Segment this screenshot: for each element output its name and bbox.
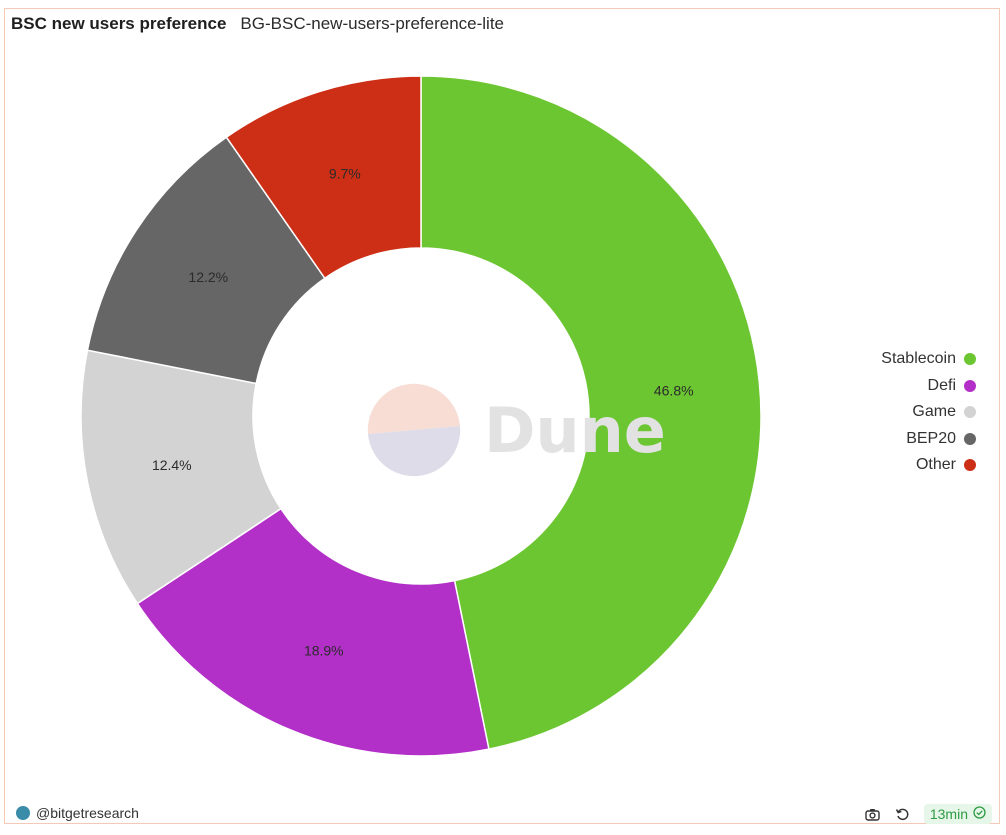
footer-actions: 13min <box>864 804 992 824</box>
legend-dot <box>964 459 976 472</box>
slice-defi[interactable] <box>136 507 490 757</box>
author-name: @bitgetresearch <box>36 805 139 821</box>
slice-label: 12.2% <box>188 269 228 285</box>
slice-label: 9.7% <box>329 166 361 182</box>
slice-label: 18.9% <box>304 643 344 659</box>
slice-label: 12.4% <box>152 457 192 473</box>
legend-dot <box>964 406 976 419</box>
legend-label: Other <box>915 456 956 474</box>
legend-label: Defi <box>927 376 956 394</box>
legend-item-bep20[interactable]: BEP20 <box>881 426 976 453</box>
slice-bep20[interactable] <box>86 136 326 385</box>
legend-dot <box>964 432 976 445</box>
legend-item-stablecoin[interactable]: Stablecoin <box>881 346 976 373</box>
chart-header: BSC new users preference BG-BSC-new-user… <box>11 14 504 34</box>
author-link[interactable]: @bitgetresearch <box>16 805 139 821</box>
legend-label: BEP20 <box>906 429 956 447</box>
camera-icon[interactable] <box>864 805 882 823</box>
legend-item-defi[interactable]: Defi <box>881 373 976 400</box>
refresh-icon[interactable] <box>894 805 912 823</box>
avatar <box>16 806 30 820</box>
check-circle-icon <box>973 806 986 822</box>
slice-stablecoin[interactable] <box>420 75 762 751</box>
legend-dot <box>964 379 976 392</box>
refresh-age: 13min <box>929 806 968 822</box>
slice-other[interactable] <box>225 75 422 280</box>
legend-item-other[interactable]: Other <box>881 452 976 479</box>
legend-label: Stablecoin <box>881 350 956 368</box>
slice-label: 46.8% <box>654 383 694 399</box>
chart-legend: Stablecoin Defi Game BEP20 Other <box>881 346 976 479</box>
chart-title: BSC new users preference <box>11 14 227 33</box>
legend-item-game[interactable]: Game <box>881 399 976 426</box>
watermark-text: Dune <box>484 394 666 467</box>
refresh-status-badge[interactable]: 13min <box>923 804 992 824</box>
legend-dot <box>964 353 976 366</box>
chart-subtitle: BG-BSC-new-users-preference-lite <box>240 14 505 33</box>
legend-label: Game <box>912 403 956 421</box>
dune-watermark: Dune <box>367 383 666 477</box>
slice-game[interactable] <box>80 349 282 605</box>
